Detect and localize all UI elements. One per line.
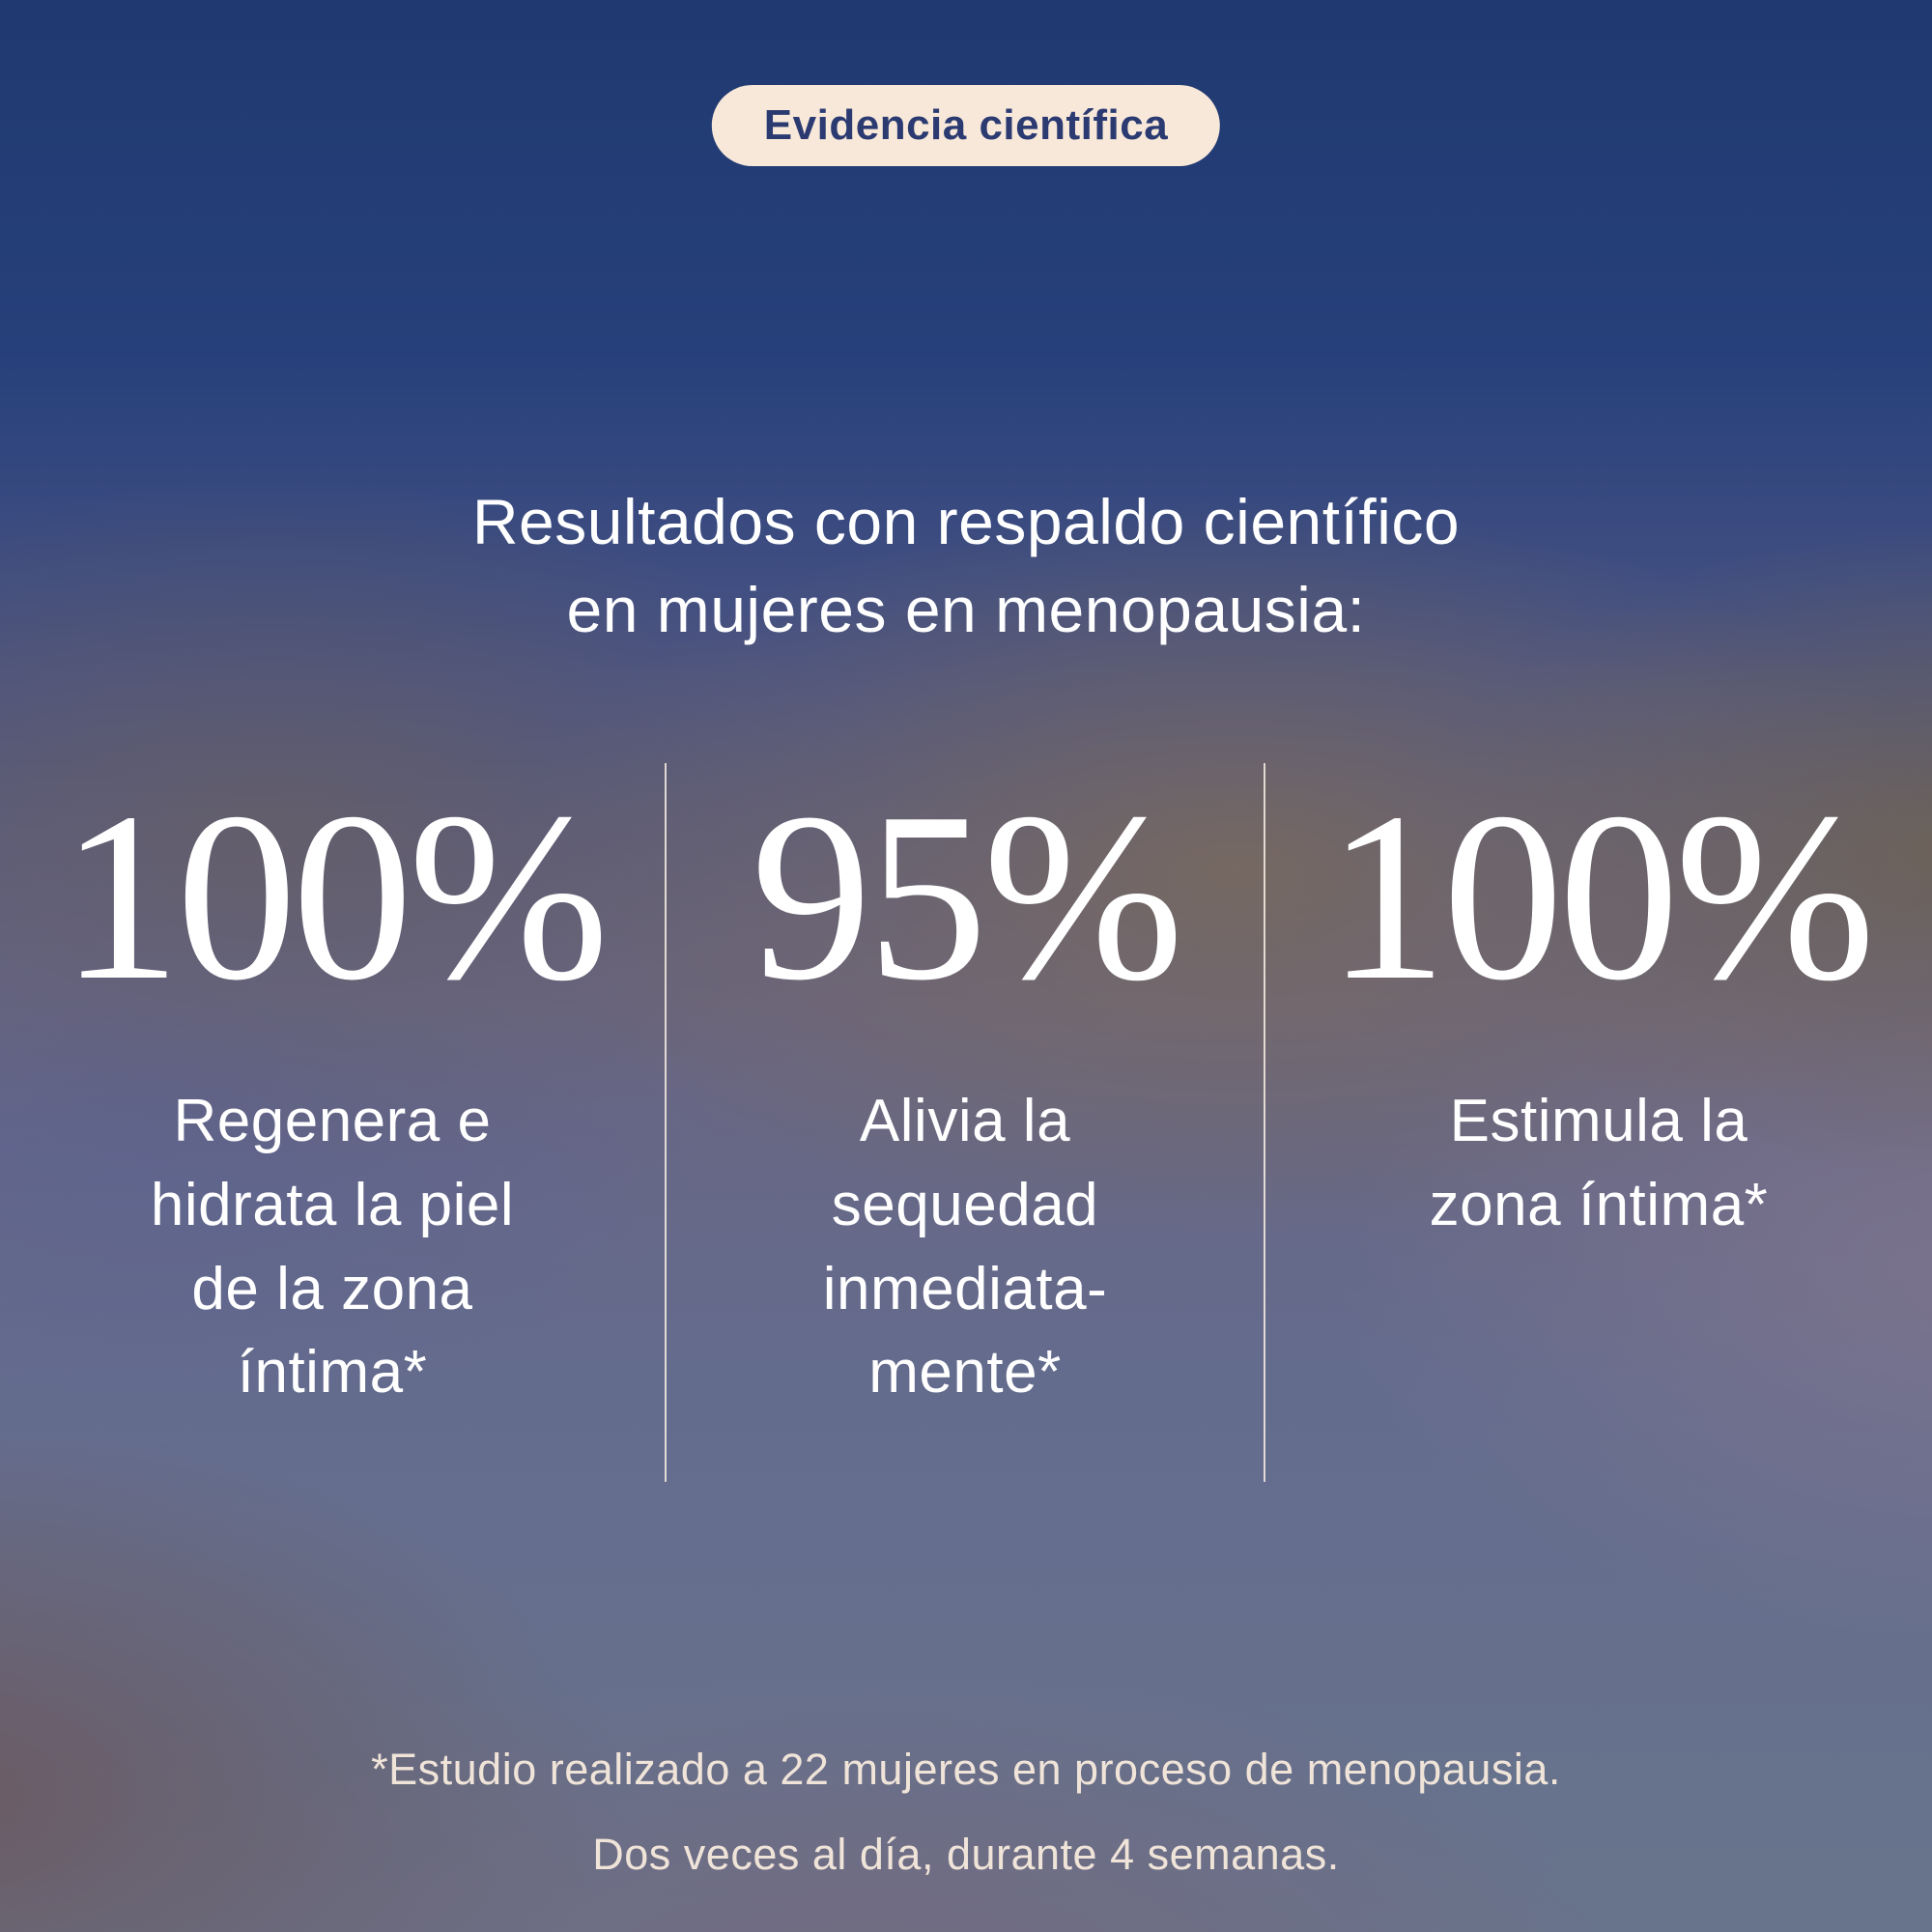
stat-column-regenera: 100% Regenera e hidrata la piel de la zo… — [0, 763, 665, 1482]
stat-description: Estimula la zona íntima* — [1429, 1088, 1769, 1238]
evidence-badge-label: Evidencia científica — [763, 101, 1169, 149]
stat-value: 95% — [751, 763, 1183, 1031]
stats-section: 100% Regenera e hidrata la piel de la zo… — [0, 763, 1932, 1482]
study-footnote: *Estudio realizado a 22 mujeres en proce… — [371, 1745, 1561, 1879]
stat-value: 100% — [1326, 763, 1875, 1031]
headline: Resultados con respaldo científico en mu… — [471, 486, 1461, 646]
evidence-badge: Evidencia científica — [711, 85, 1221, 166]
stat-description: Regenera e hidrata la piel de la zona ín… — [150, 1088, 515, 1406]
vertical-divider — [1264, 763, 1265, 1482]
stat-column-estimula: 100% Estimula la zona íntima* — [1265, 763, 1932, 1482]
vertical-divider — [665, 763, 667, 1482]
stat-value: 100% — [60, 763, 609, 1031]
stat-description: Alivia la sequedad inmediata- mente* — [822, 1088, 1108, 1406]
stat-column-alivia: 95% Alivia la sequedad inmediata- mente* — [667, 763, 1264, 1482]
